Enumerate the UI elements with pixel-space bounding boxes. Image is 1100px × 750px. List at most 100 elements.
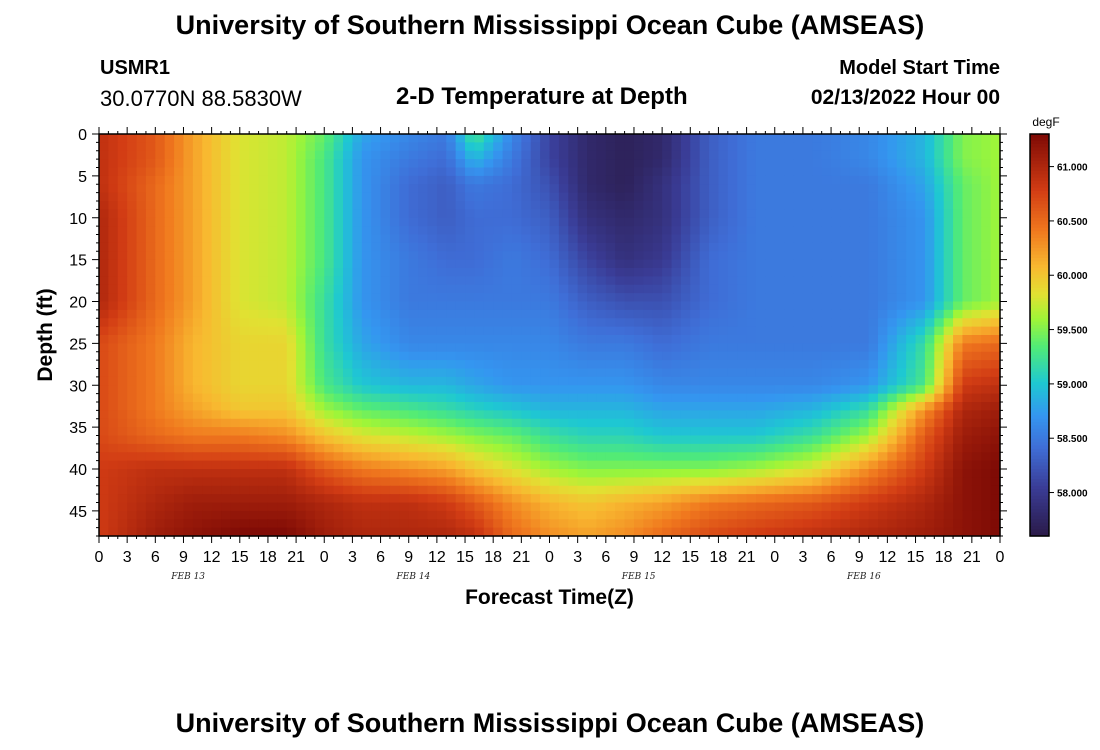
heatmap-cell — [690, 309, 701, 319]
heatmap-cell — [624, 309, 635, 319]
heatmap-cell — [643, 184, 654, 194]
heatmap-cell — [699, 142, 710, 152]
heatmap-cell — [267, 184, 278, 194]
heatmap-cell — [127, 159, 138, 169]
heatmap-cell — [530, 402, 541, 411]
heatmap-cell — [652, 469, 663, 478]
heatmap-cell — [981, 159, 992, 169]
heatmap-cell — [117, 452, 128, 462]
heatmap-cell — [699, 268, 710, 277]
heatmap-cell — [812, 502, 823, 512]
heatmap-cell — [183, 242, 194, 252]
heatmap-cell — [962, 209, 973, 219]
heatmap-cell — [924, 376, 935, 386]
heatmap-cell — [530, 460, 541, 470]
heatmap-cell — [793, 410, 804, 420]
heatmap-cell — [277, 234, 288, 244]
heatmap-cell — [953, 452, 964, 462]
heatmap-cell — [465, 134, 476, 143]
heatmap-cell — [615, 360, 626, 370]
heatmap-cell — [277, 368, 288, 378]
heatmap-cell — [709, 477, 720, 487]
heatmap-cell — [821, 393, 832, 403]
heatmap-cell — [877, 502, 888, 512]
heatmap-cell — [530, 242, 541, 252]
heatmap-cell — [831, 201, 842, 210]
heatmap-cell — [117, 469, 128, 478]
heatmap-cell — [737, 284, 748, 294]
heatmap-cell — [258, 343, 269, 353]
heatmap-cell — [164, 309, 175, 319]
heatmap-cell — [812, 418, 823, 428]
heatmap-cell — [230, 284, 241, 294]
heatmap-cell — [877, 418, 888, 428]
heatmap-cell — [990, 159, 1001, 169]
heatmap-cell — [662, 259, 673, 269]
heatmap-cell — [746, 150, 757, 160]
heatmap-cell — [671, 519, 682, 529]
heatmap-cell — [737, 485, 748, 495]
heatmap-cell — [436, 326, 447, 336]
heatmap-cell — [840, 159, 851, 169]
heatmap-cell — [831, 418, 842, 428]
heatmap-cell — [831, 309, 842, 319]
heatmap-cell — [784, 351, 795, 361]
heatmap-cell — [990, 443, 1001, 453]
heatmap-cell — [962, 418, 973, 428]
heatmap-cell — [258, 293, 269, 303]
heatmap-cell — [202, 410, 213, 420]
heatmap-cell — [840, 351, 851, 361]
heatmap-cell — [530, 435, 541, 445]
heatmap-cell — [502, 351, 513, 361]
heatmap-cell — [371, 301, 382, 311]
heatmap-cell — [915, 527, 926, 537]
heatmap-cell — [755, 443, 766, 453]
heatmap-cell — [399, 209, 410, 219]
heatmap-cell — [709, 192, 720, 202]
heatmap-cell — [971, 393, 982, 403]
heatmap-cell — [624, 502, 635, 512]
heatmap-cell — [802, 259, 813, 269]
heatmap-cell — [727, 293, 738, 303]
heatmap-cell — [896, 385, 907, 395]
heatmap-cell — [981, 335, 992, 344]
heatmap-cell — [202, 301, 213, 311]
heatmap-cell — [521, 519, 532, 529]
heatmap-cell — [680, 159, 691, 169]
heatmap-cell — [136, 443, 147, 453]
heatmap-cell — [164, 184, 175, 194]
heatmap-cell — [465, 301, 476, 311]
heatmap-cell — [455, 217, 466, 227]
heatmap-cell — [793, 443, 804, 453]
heatmap-cell — [558, 469, 569, 478]
heatmap-cell — [530, 527, 541, 537]
heatmap-cell — [183, 301, 194, 311]
heatmap-cell — [605, 134, 616, 143]
heatmap-cell — [521, 326, 532, 336]
heatmap-cell — [821, 268, 832, 277]
heatmap-cell — [774, 469, 785, 478]
heatmap-cell — [277, 393, 288, 403]
heatmap-cell — [436, 175, 447, 185]
heatmap-cell — [774, 209, 785, 219]
heatmap-cell — [981, 502, 992, 512]
heatmap-cell — [371, 343, 382, 353]
heatmap-cell — [802, 469, 813, 478]
heatmap-cell — [183, 335, 194, 344]
heatmap-cell — [446, 184, 457, 194]
heatmap-cell — [267, 477, 278, 487]
heatmap-cell — [568, 276, 579, 286]
heatmap-cell — [802, 159, 813, 169]
heatmap-cell — [915, 309, 926, 319]
heatmap-cell — [455, 209, 466, 219]
heatmap-cell — [934, 360, 945, 370]
heatmap-cell — [906, 326, 917, 336]
heatmap-cell — [455, 175, 466, 185]
heatmap-cell — [615, 510, 626, 520]
heatmap-cell — [314, 376, 325, 386]
heatmap-cell — [737, 217, 748, 227]
heatmap-cell — [389, 385, 400, 395]
heatmap-cell — [793, 167, 804, 177]
heatmap-cell — [192, 477, 203, 487]
heatmap-cell — [521, 477, 532, 487]
